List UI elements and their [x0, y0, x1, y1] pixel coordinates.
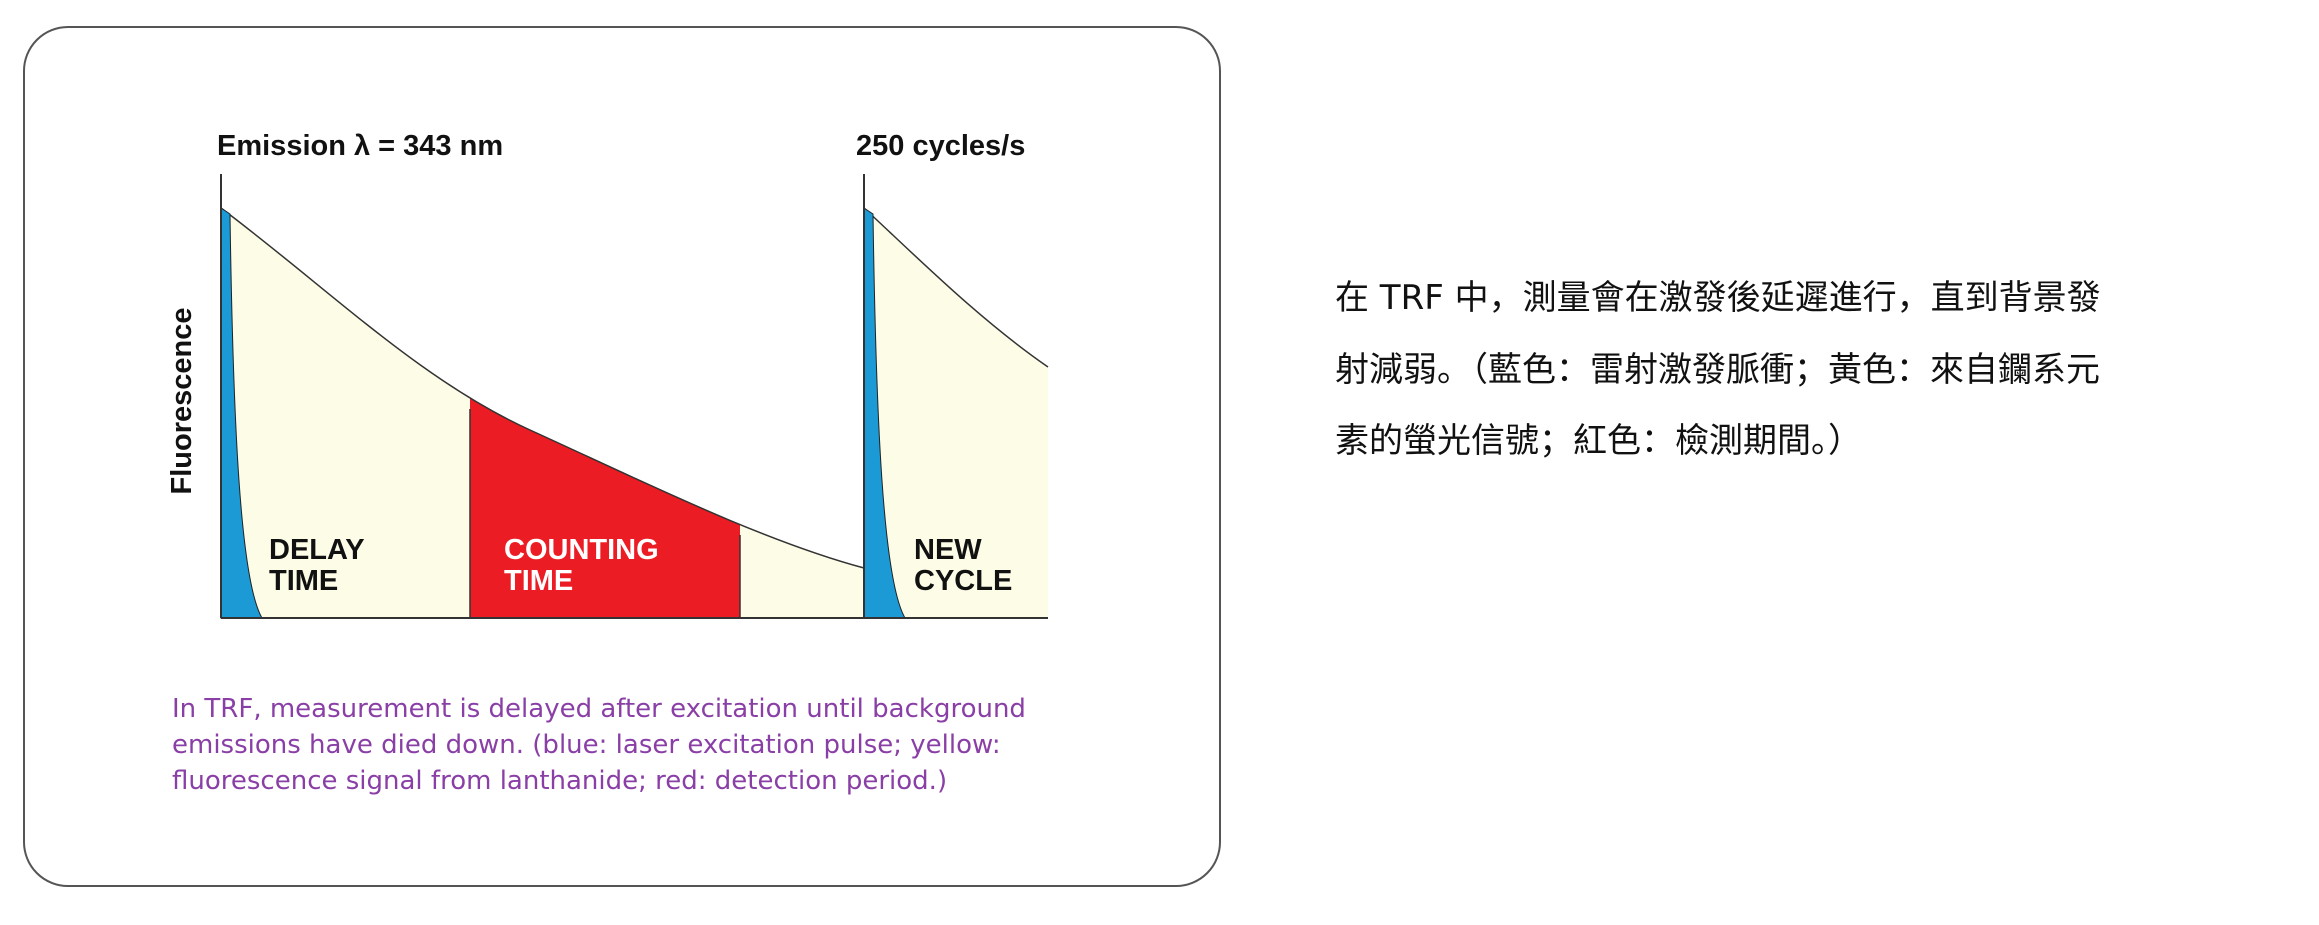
decay-curve: [220, 207, 865, 569]
caption-line: In TRF, measurement is delayed after exc…: [172, 694, 1026, 724]
caption-line: fluorescence signal from lanthanide; red…: [172, 766, 947, 796]
decay-curve: [863, 207, 1049, 368]
emission-label: Emission λ = 343 nm: [217, 130, 503, 162]
cycles-label: 250 cycles/s: [856, 130, 1025, 162]
y-axis-label: Fluorescence: [166, 308, 198, 495]
description-line: 素的螢光信號；紅色：檢測期間。）: [1335, 421, 1862, 461]
excitation-pulse: [863, 207, 906, 619]
region-label: NEW: [914, 534, 982, 566]
region-label: CYCLE: [914, 565, 1012, 597]
region-label: TIME: [269, 565, 338, 597]
region-label: COUNTING: [504, 534, 659, 566]
excitation-pulse: [220, 207, 263, 619]
region-label: TIME: [504, 565, 573, 597]
caption-line: emissions have died down. (blue: laser e…: [172, 730, 1001, 760]
description-line: 射減弱。（藍色：雷射激發脈衝；黃色：來自鑭系元: [1335, 350, 2100, 390]
counting-area: [470, 397, 740, 618]
region-label: DELAY: [269, 534, 365, 566]
card: [23, 26, 1221, 887]
description-line: 在 TRF 中，測量會在激發後延遲進行，直到背景發: [1335, 278, 2101, 318]
fluorescence-area: [864, 208, 1048, 618]
